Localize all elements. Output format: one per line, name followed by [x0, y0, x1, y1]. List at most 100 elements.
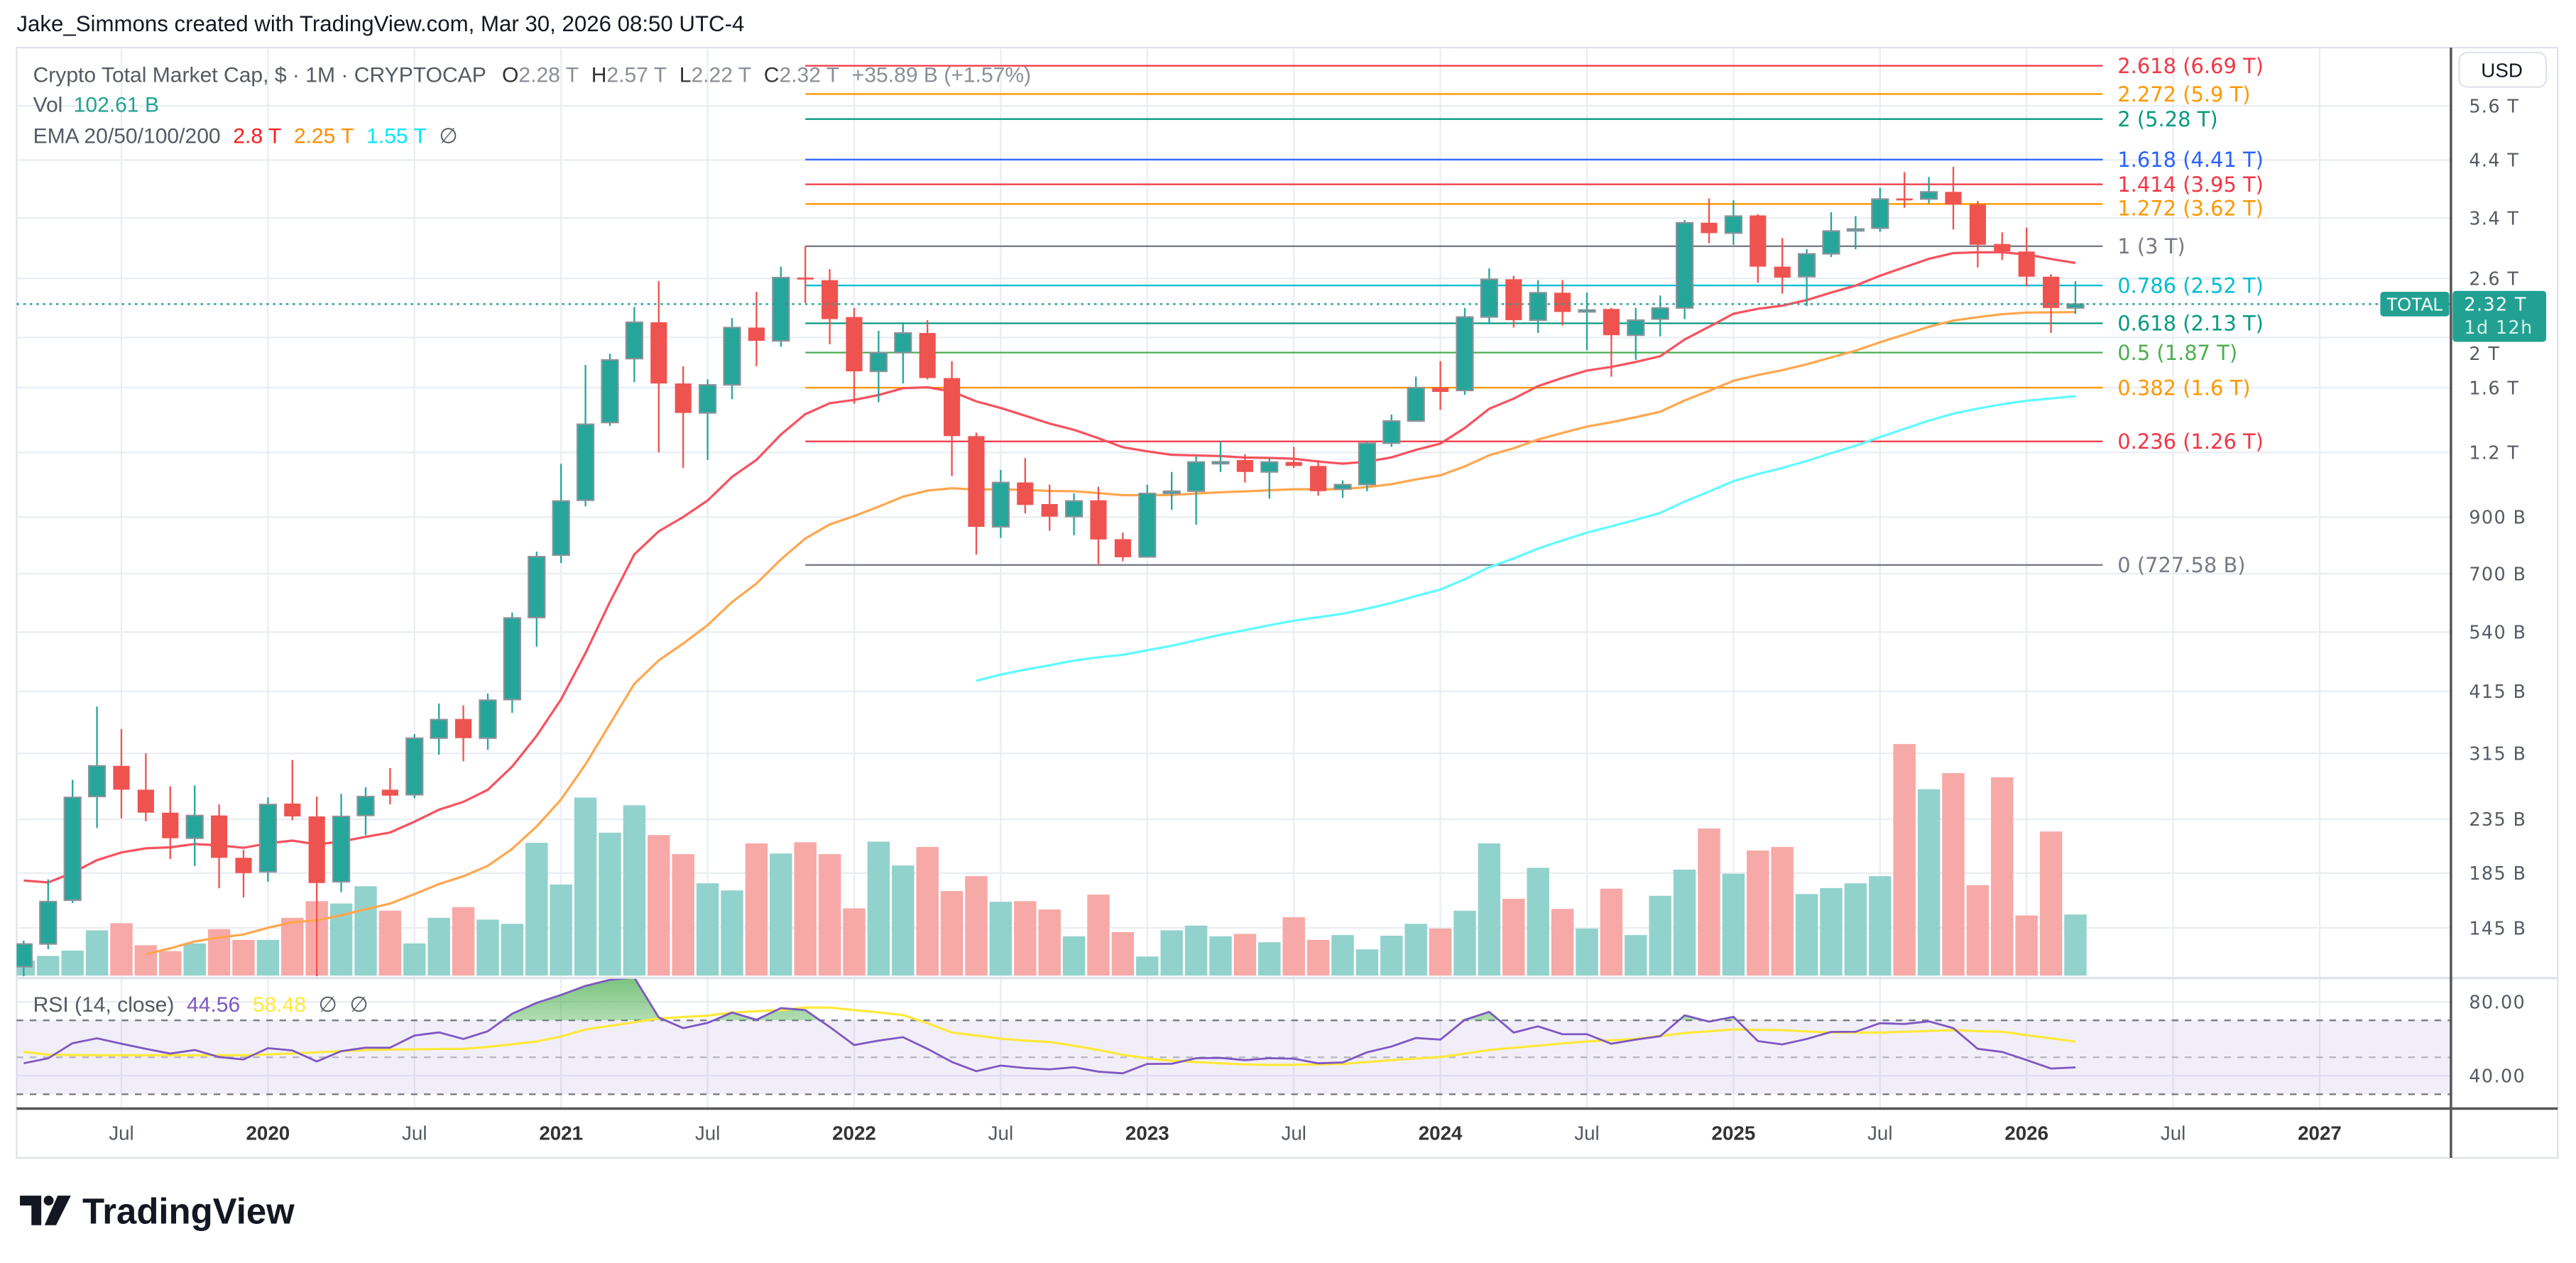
candle[interactable]: [235, 850, 252, 898]
candle[interactable]: [1896, 172, 1913, 208]
candle[interactable]: [576, 365, 595, 507]
candle[interactable]: [332, 794, 351, 892]
candle[interactable]: [1797, 249, 1816, 307]
candle[interactable]: [381, 767, 398, 805]
candle[interactable]: [308, 796, 325, 977]
candle[interactable]: [822, 269, 839, 344]
time-axis[interactable]: Jul 2020 Jul 2021 Jul 2022 Jul 2023 Jul 2024 Jul 20…: [109, 1122, 2342, 1144]
candle[interactable]: [137, 753, 154, 821]
candle[interactable]: [1969, 200, 1986, 268]
candle[interactable]: [430, 704, 448, 755]
candle[interactable]: [185, 785, 204, 866]
candle[interactable]: [1138, 484, 1157, 558]
candle[interactable]: [968, 432, 985, 555]
candle[interactable]: [211, 804, 228, 889]
candle[interactable]: [2043, 274, 2060, 334]
candle[interactable]: [1675, 219, 1694, 319]
volume-bar: [1844, 883, 1867, 976]
candle[interactable]: [1529, 280, 1547, 334]
candle[interactable]: [1480, 268, 1498, 324]
candle[interactable]: [1554, 280, 1571, 326]
candle[interactable]: [39, 879, 58, 949]
candle[interactable]: [1456, 307, 1474, 395]
candle[interactable]: [1064, 493, 1084, 536]
candle[interactable]: [601, 354, 619, 426]
candle[interactable]: [869, 330, 888, 403]
candle[interactable]: [1750, 214, 1767, 283]
candle[interactable]: [625, 307, 643, 383]
candle[interactable]: [723, 318, 741, 400]
candle[interactable]: [1186, 456, 1206, 525]
candle[interactable]: [1994, 232, 2011, 261]
price-axis[interactable]: 5.6 T 4.4 T 3.4 T 2.6 T 2 T 1.6 T 1.2 T 900 B 70…: [2469, 95, 2526, 1086]
candle-body: [1554, 292, 1571, 312]
candle[interactable]: [1041, 484, 1058, 531]
currency-button[interactable]: USD: [2458, 51, 2548, 88]
candle[interactable]: [1236, 454, 1253, 483]
candle[interactable]: [1651, 295, 1669, 337]
candle[interactable]: [675, 366, 692, 469]
candle[interactable]: [1333, 480, 1352, 498]
candle[interactable]: [1017, 458, 1034, 514]
candle[interactable]: [1310, 459, 1327, 496]
candle[interactable]: [63, 780, 82, 903]
candle[interactable]: [1701, 198, 1718, 244]
candle[interactable]: [405, 734, 424, 799]
candle[interactable]: [1627, 307, 1645, 360]
rsi-tick-label: 80.00: [2469, 991, 2526, 1012]
candle[interactable]: [87, 706, 107, 829]
candle[interactable]: [2018, 227, 2035, 287]
candle[interactable]: [16, 941, 33, 977]
candle[interactable]: [1260, 458, 1279, 499]
candle[interactable]: [772, 266, 790, 347]
symbol-legend[interactable]: Crypto Total Market Cap, $ · 1M · CRYPTO…: [33, 64, 1032, 87]
candle[interactable]: [1211, 441, 1230, 472]
candle[interactable]: [919, 319, 936, 380]
candle[interactable]: [1285, 447, 1302, 469]
candle[interactable]: [748, 292, 765, 366]
candle[interactable]: [1090, 486, 1107, 565]
candle[interactable]: [528, 552, 546, 647]
candle[interactable]: [698, 379, 717, 460]
candle[interactable]: [552, 464, 570, 564]
candle[interactable]: [1919, 177, 1938, 204]
currency-label[interactable]: USD: [2481, 60, 2523, 82]
ema-legend[interactable]: EMA 20/50/100/200 2.8 T 2.25 T 1.55 T ∅: [33, 124, 458, 148]
fibonacci-extension[interactable]: 2.618 (6.69 T) 2.272 (5.9 T)2 (5.28 T) 1.6…: [805, 54, 2264, 577]
candle[interactable]: [991, 469, 1010, 538]
candle[interactable]: [944, 361, 961, 476]
rsi-legend[interactable]: RSI (14, close) 44.56 58.48 ∅ ∅: [33, 993, 369, 1017]
candle[interactable]: [284, 760, 301, 821]
currency-button-bg[interactable]: [2458, 51, 2548, 88]
candle[interactable]: [894, 322, 912, 384]
candle[interactable]: [1382, 414, 1401, 447]
candle[interactable]: [1358, 441, 1376, 491]
candle[interactable]: [1603, 307, 1620, 377]
candle[interactable]: [1774, 238, 1791, 294]
candle[interactable]: [479, 693, 497, 750]
candle[interactable]: [1114, 532, 1131, 562]
candle[interactable]: [846, 307, 863, 404]
candle[interactable]: [455, 705, 472, 762]
candle[interactable]: [1846, 216, 1865, 250]
candlestick-series[interactable]: [16, 166, 2085, 977]
candle[interactable]: [1871, 187, 1889, 232]
candle[interactable]: [1822, 212, 1840, 257]
candle[interactable]: [1945, 166, 1962, 230]
candle[interactable]: [797, 246, 814, 303]
candle[interactable]: [1432, 361, 1449, 410]
candle[interactable]: [650, 280, 667, 453]
candle[interactable]: [1407, 376, 1425, 422]
candle[interactable]: [356, 787, 375, 836]
candle[interactable]: [1578, 292, 1596, 351]
tradingview-logo[interactable]: TradingView: [20, 1191, 295, 1231]
candle[interactable]: [113, 728, 130, 819]
candle[interactable]: [1162, 471, 1181, 510]
candle[interactable]: [1505, 275, 1522, 328]
volume-legend[interactable]: Vol 102.61 B: [33, 93, 159, 116]
candle[interactable]: [258, 797, 277, 882]
candle[interactable]: [503, 612, 521, 713]
candle[interactable]: [162, 786, 179, 859]
candle[interactable]: [1724, 200, 1743, 245]
